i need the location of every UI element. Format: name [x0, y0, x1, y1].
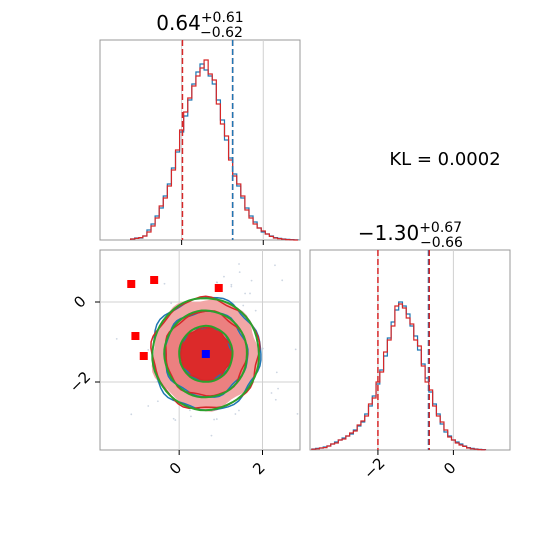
- x-tick-label-0: −2: [360, 454, 388, 482]
- marker-point-2: [131, 332, 140, 340]
- sample-point: [238, 271, 241, 274]
- kl-annotation: KL = 0.0002: [389, 149, 500, 170]
- sample-point: [213, 418, 215, 421]
- sample-point: [230, 285, 233, 288]
- sample-point: [238, 409, 240, 412]
- histogram-series-1: [311, 303, 487, 451]
- x-tick-label-0: 0: [166, 459, 185, 478]
- marker-point-5: [201, 350, 210, 358]
- quantile-lines: [181, 40, 234, 240]
- contour-line-2-2: [151, 297, 260, 412]
- x-ticks: −2 0: [360, 450, 460, 483]
- sample-point: [147, 405, 150, 407]
- sample-point: [274, 398, 277, 401]
- marker-point-1: [150, 276, 159, 284]
- marker-point-0: [127, 280, 136, 288]
- sample-point: [275, 371, 278, 374]
- sample-point: [156, 400, 159, 403]
- x-ticks: [181, 240, 264, 245]
- contour-line-2-1: [163, 309, 248, 399]
- title-x1-value: 0.64: [156, 11, 201, 35]
- sample-point: [238, 263, 240, 265]
- contour-line-2-0: [178, 324, 234, 383]
- quantile-lines: [377, 250, 430, 450]
- histogram-series-group: [311, 301, 487, 451]
- sample-point: [190, 415, 192, 418]
- sample-point: [170, 302, 173, 305]
- sample-point: [130, 413, 133, 416]
- sample-point: [274, 264, 276, 267]
- panel-title-x1: 0.64+0.61: [156, 10, 243, 35]
- panel-marginal-x2: −2 0: [309, 249, 511, 483]
- sample-point: [234, 413, 237, 415]
- sample-point: [215, 281, 218, 284]
- sample-point: [189, 409, 191, 412]
- sample-point: [242, 304, 245, 307]
- title-x1-plus: +0.61: [201, 10, 244, 26]
- panel-marginal-x1: [99, 39, 301, 245]
- sample-point: [270, 392, 273, 394]
- sample-point: [210, 434, 213, 437]
- y-tick-label-0: 0: [70, 292, 89, 311]
- sample-point: [281, 279, 284, 282]
- histogram-series-group: [130, 59, 299, 241]
- sample-point: [230, 283, 233, 286]
- sample-point: [215, 418, 218, 420]
- sample-point: [147, 348, 150, 351]
- x-tick-label-1: 0: [440, 459, 459, 478]
- title-x2-minus: −0.66: [420, 235, 463, 251]
- x-tick-label-1: 2: [249, 459, 268, 478]
- sample-point: [296, 412, 299, 415]
- sample-point: [250, 279, 253, 282]
- marker-point-4: [214, 284, 223, 292]
- sample-point: [174, 419, 177, 421]
- sample-point: [302, 299, 304, 301]
- title-x2-plus: +0.67: [419, 220, 462, 236]
- y-tick-label-1: −2: [66, 368, 94, 396]
- marker-points: [127, 276, 223, 360]
- panel-title-x2: −1.30+0.67: [358, 220, 462, 245]
- sample-point: [249, 292, 251, 295]
- sample-point: [172, 417, 175, 420]
- histogram-series-1: [130, 59, 298, 241]
- sample-point: [277, 387, 279, 390]
- sample-point: [223, 275, 225, 278]
- title-x1-minus: −0.62: [200, 25, 243, 41]
- title-x2-value: −1.30: [358, 221, 419, 245]
- marker-point-3: [139, 352, 148, 360]
- sample-point: [294, 348, 297, 351]
- grid-lines: [181, 40, 264, 240]
- sample-point: [115, 337, 118, 340]
- sample-point: [244, 292, 247, 295]
- sample-point: [254, 309, 257, 312]
- sample-point: [163, 282, 166, 285]
- sample-point: [261, 347, 264, 350]
